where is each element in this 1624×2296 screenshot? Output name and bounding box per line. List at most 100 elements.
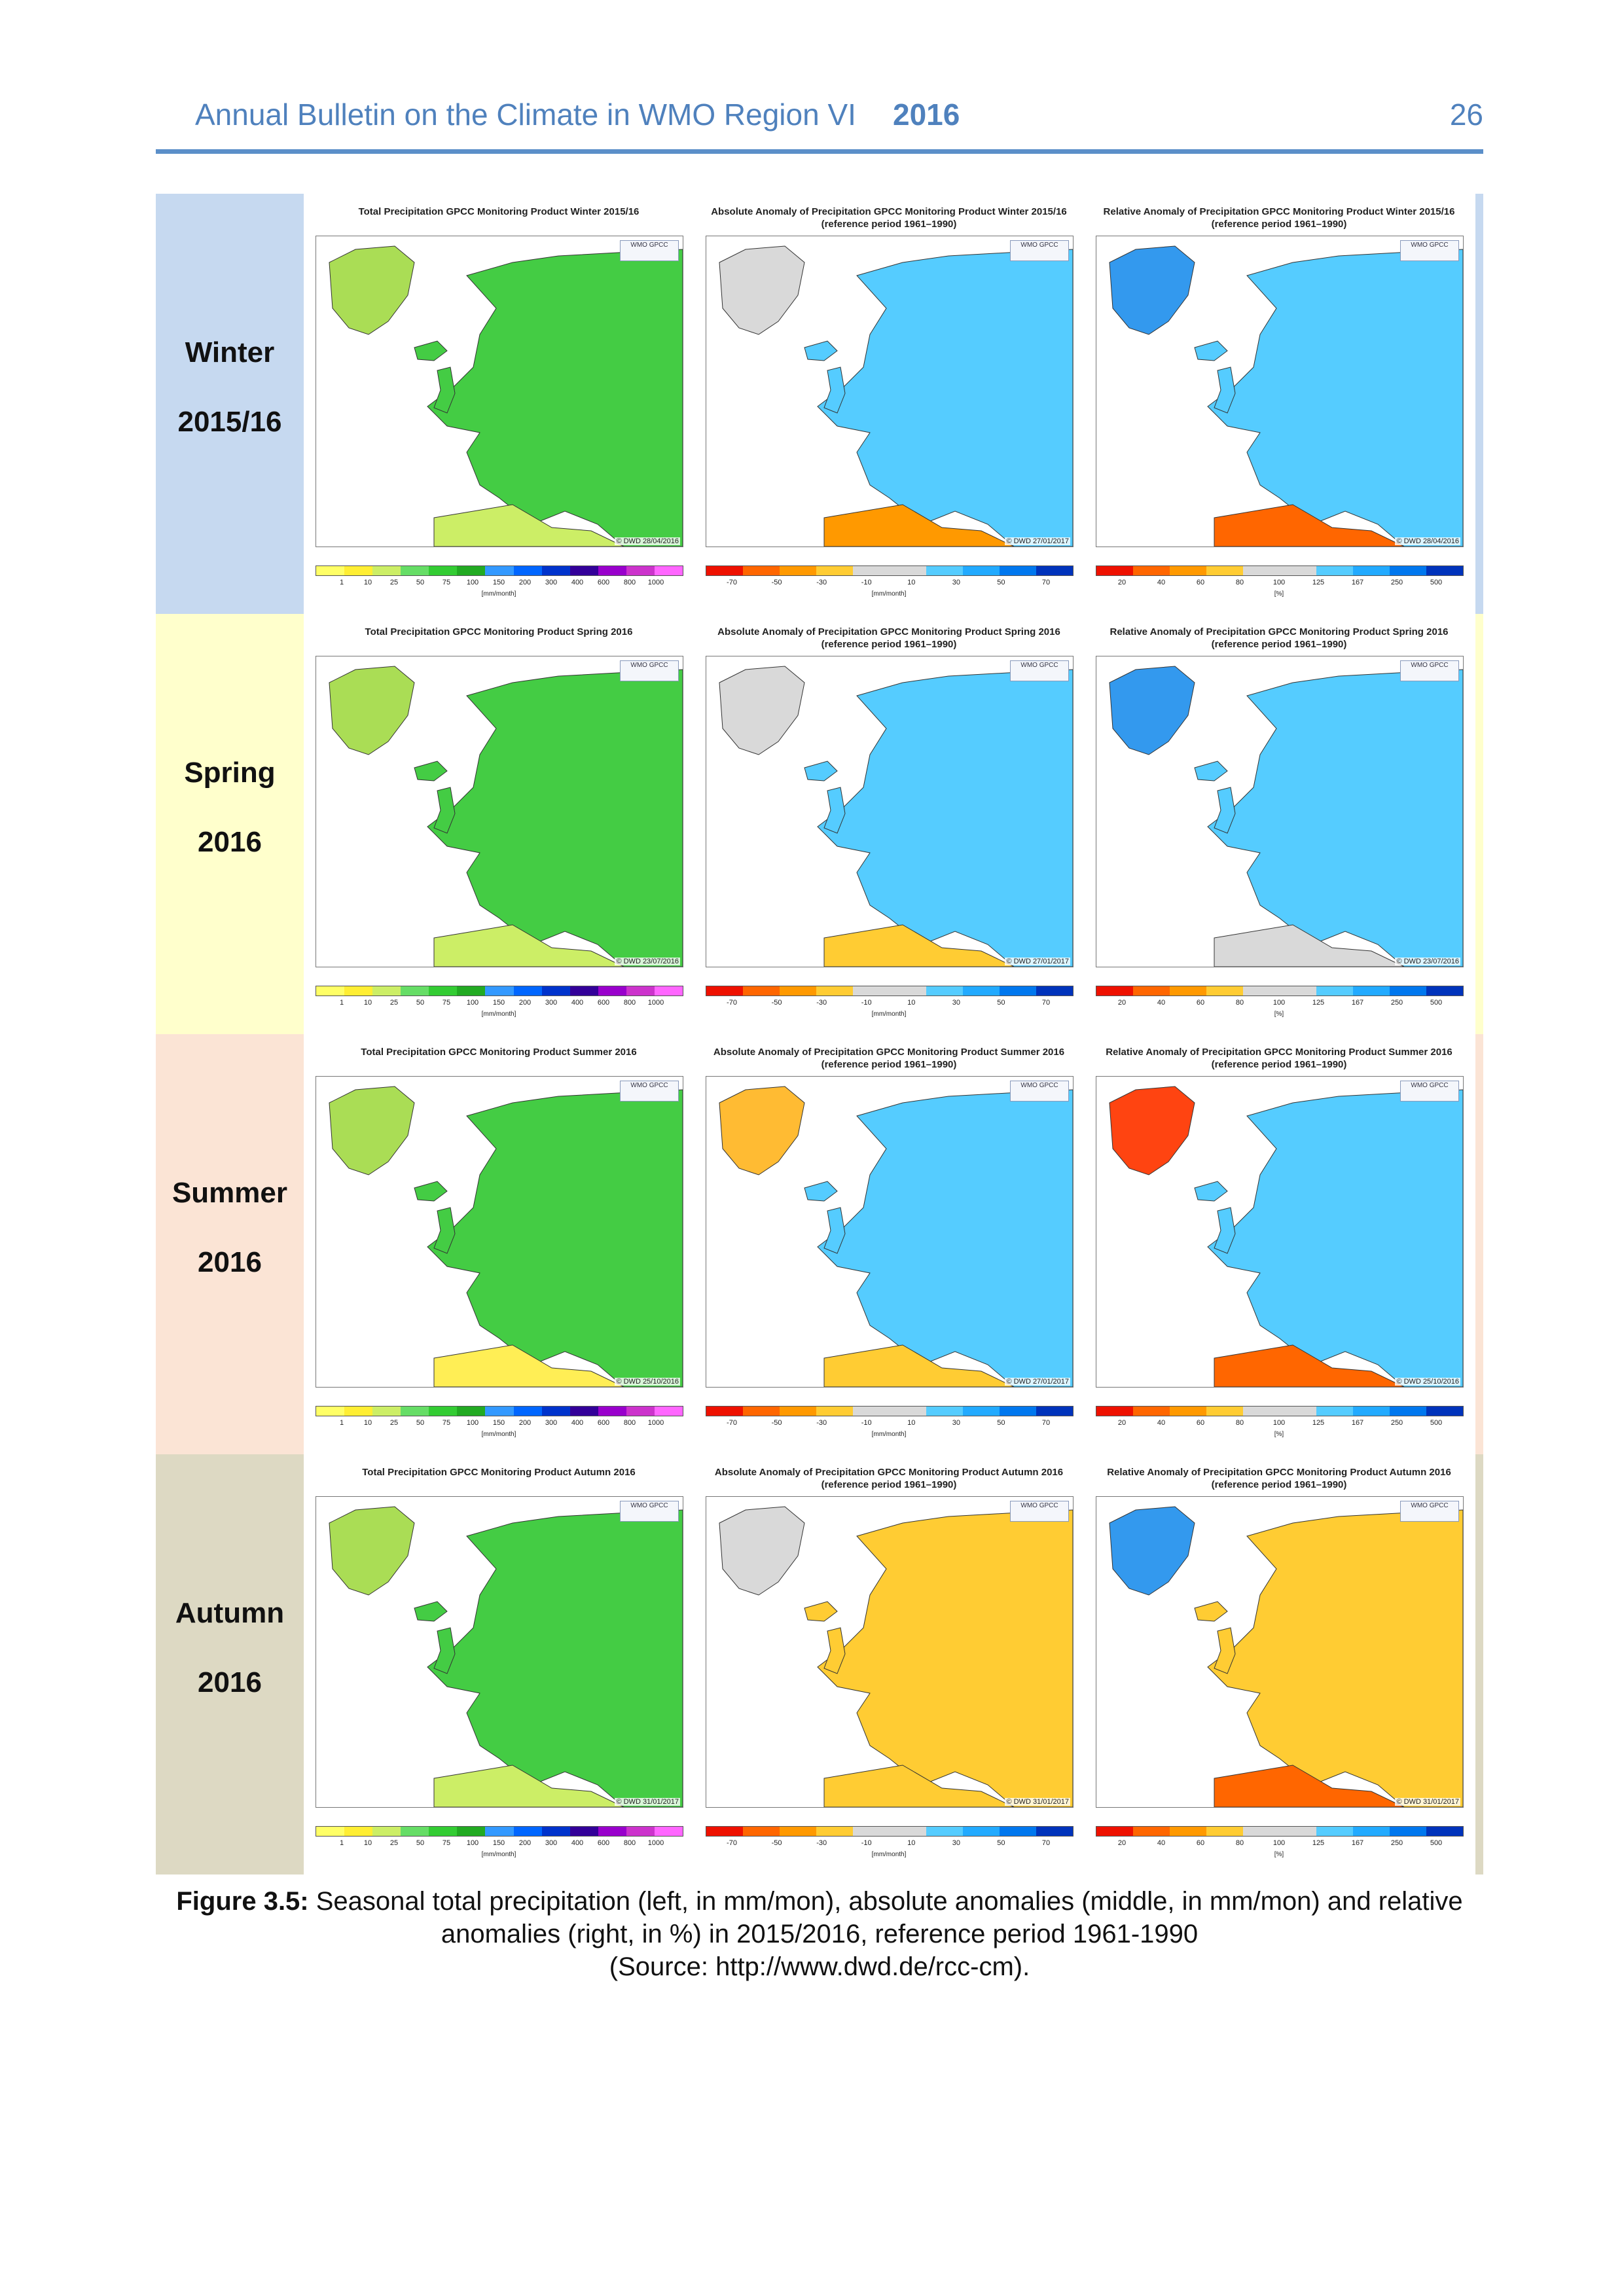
colorbar-swatch [1390,1827,1426,1836]
season-row-summer: Summer 2016 Total Precipitation GPCC Monit… [156,1034,1483,1454]
map-title: Absolute Anomaly of Precipitation GPCC M… [713,1047,1065,1070]
colorbar-tick-label: 1 [339,999,344,1007]
colorbar-unit: [mm/month] [481,590,516,598]
map-title: Total Precipitation GPCC Monitoring Prod… [362,1467,636,1478]
colorbar-tick-label: 60 [1196,579,1205,586]
colorbar-unit: [%] [1274,1851,1284,1858]
colorbar-swatch [372,566,401,575]
colorbar-swatch [926,986,963,996]
colorbar-swatch [853,566,890,575]
colorbar-swatch [457,566,486,575]
colorbar-swatch [401,1407,429,1416]
precipitation-map: WMO GPCC © DWD 31/01/2017 [1096,1496,1464,1808]
map-graphic [1096,656,1463,967]
season-row-autumn: Autumn 2016 Total Precipitation GPCC Monit… [156,1454,1483,1874]
colorbar-swatch [401,566,429,575]
colorbar-tick-label: 300 [545,579,558,586]
colorbar-swatch [890,1407,926,1416]
colorbar-tick-label: 60 [1196,1419,1205,1427]
colorbar-tick-label: -50 [771,579,782,586]
colorbar-swatch [569,1827,598,1836]
colorbar-unit: [mm/month] [481,1851,516,1858]
colorbar [1096,565,1464,576]
map-title: Relative Anomaly of Precipitation GPCC M… [1103,206,1455,230]
relative-anomaly-panel: Relative Anomaly of Precipitation GPCC M… [1084,194,1474,614]
total-precipitation-panel: Total Precipitation GPCC Monitoring Prod… [304,194,694,614]
colorbar-tick-label: 30 [952,579,960,586]
colorbar [706,986,1074,996]
colorbar-swatch [890,986,926,996]
map-graphic [1096,236,1463,547]
colorbar-swatch [1206,566,1243,575]
colorbar-tick-label: 500 [1430,999,1443,1007]
colorbar-swatch [743,1827,780,1836]
colorbar-ticks: 1 10 25 50 75 100 150 200 300 400 600 800 1000 [316,999,682,1011]
colorbar-ticks: 1 10 25 50 75 100 150 200 300 400 600 800 1000 [316,579,682,590]
colorbar-tick-label: 50 [997,579,1005,586]
colorbar-swatch [1316,986,1353,996]
dwd-date-stamp: © DWD 23/07/2016 [1395,958,1460,965]
colorbar-swatch [816,566,853,575]
row-edge-strip [1475,1454,1483,1874]
map-graphic [316,656,683,967]
precipitation-map: WMO GPCC © DWD 25/10/2016 [1096,1076,1464,1388]
relative-anomaly-panel: Relative Anomaly of Precipitation GPCC M… [1084,614,1474,1034]
map-graphic [1096,1497,1463,1807]
colorbar-tick-label: 10 [363,1839,372,1847]
figure-caption: Figure 3.5: Seasonal total precipitation… [156,1885,1483,1983]
map-panels: Total Precipitation GPCC Monitoring Prod… [304,1454,1475,1874]
row-edge-strip [1475,1034,1483,1454]
colorbar-swatch [1243,986,1280,996]
colorbar-swatch [1280,1827,1316,1836]
colorbar-swatch [372,1827,401,1836]
colorbar-tick-label: 25 [389,579,399,586]
colorbar-tick-label: -10 [861,1839,872,1847]
colorbar-tick-label: 10 [363,999,372,1007]
precipitation-map: WMO GPCC © DWD 27/01/2017 [706,656,1074,967]
absolute-anomaly-panel: Absolute Anomaly of Precipitation GPCC M… [694,614,1084,1034]
colorbar-swatch [1353,986,1390,996]
season-label-cell: Autumn 2016 [156,1454,304,1874]
map-graphic [316,1497,683,1807]
colorbar-swatch [963,986,1000,996]
colorbar-swatch [1353,566,1390,575]
colorbar-swatch [1170,1407,1206,1416]
colorbar-swatch [485,1827,514,1836]
colorbar-tick-label: 500 [1430,579,1443,586]
colorbar-swatch [853,1407,890,1416]
colorbar-unit: [mm/month] [871,590,907,598]
colorbar-swatch [541,566,570,575]
colorbar-tick-label: -50 [771,1839,782,1847]
row-edge-strip [1475,194,1483,614]
colorbar-swatch [654,566,683,575]
colorbar-swatch [853,1827,890,1836]
season-year: 2016 [198,1246,262,1278]
colorbar-swatch [485,566,514,575]
colorbar-swatch [513,1827,542,1836]
colorbar-swatch [706,986,743,996]
wmo-gpcc-logo: WMO GPCC [1400,240,1459,261]
colorbar-tick-label: 150 [492,999,505,1007]
precipitation-map: WMO GPCC © DWD 23/07/2016 [316,656,683,967]
colorbar-tick-label: 600 [597,1839,610,1847]
colorbar-tick-label: 600 [597,1419,610,1427]
colorbar-ticks: 20 40 60 80 100 125 167 250 500 [1096,579,1462,590]
dwd-date-stamp: © DWD 28/04/2016 [615,537,680,545]
figure-grid: Winter 2015/16 Total Precipitation GPCC Mo… [156,194,1483,1874]
colorbar-tick-label: 250 [1390,1839,1403,1847]
wmo-gpcc-logo: WMO GPCC [1010,1501,1069,1522]
relative-anomaly-panel: Relative Anomaly of Precipitation GPCC M… [1084,1034,1474,1454]
colorbar-swatch [344,1407,373,1416]
colorbar-swatch [457,1407,486,1416]
colorbar-swatch [890,566,926,575]
season-year: 2016 [198,1666,262,1698]
colorbar-swatch [316,1827,345,1836]
map-graphic [706,1077,1073,1387]
colorbar-tick-label: 500 [1430,1839,1443,1847]
row-edge-strip [1475,614,1483,1034]
wmo-gpcc-logo: WMO GPCC [1010,240,1069,261]
colorbar-swatch [780,1827,816,1836]
colorbar-swatch [654,1827,683,1836]
colorbar-tick-label: 250 [1390,579,1403,586]
colorbar-tick-label: 300 [545,999,558,1007]
